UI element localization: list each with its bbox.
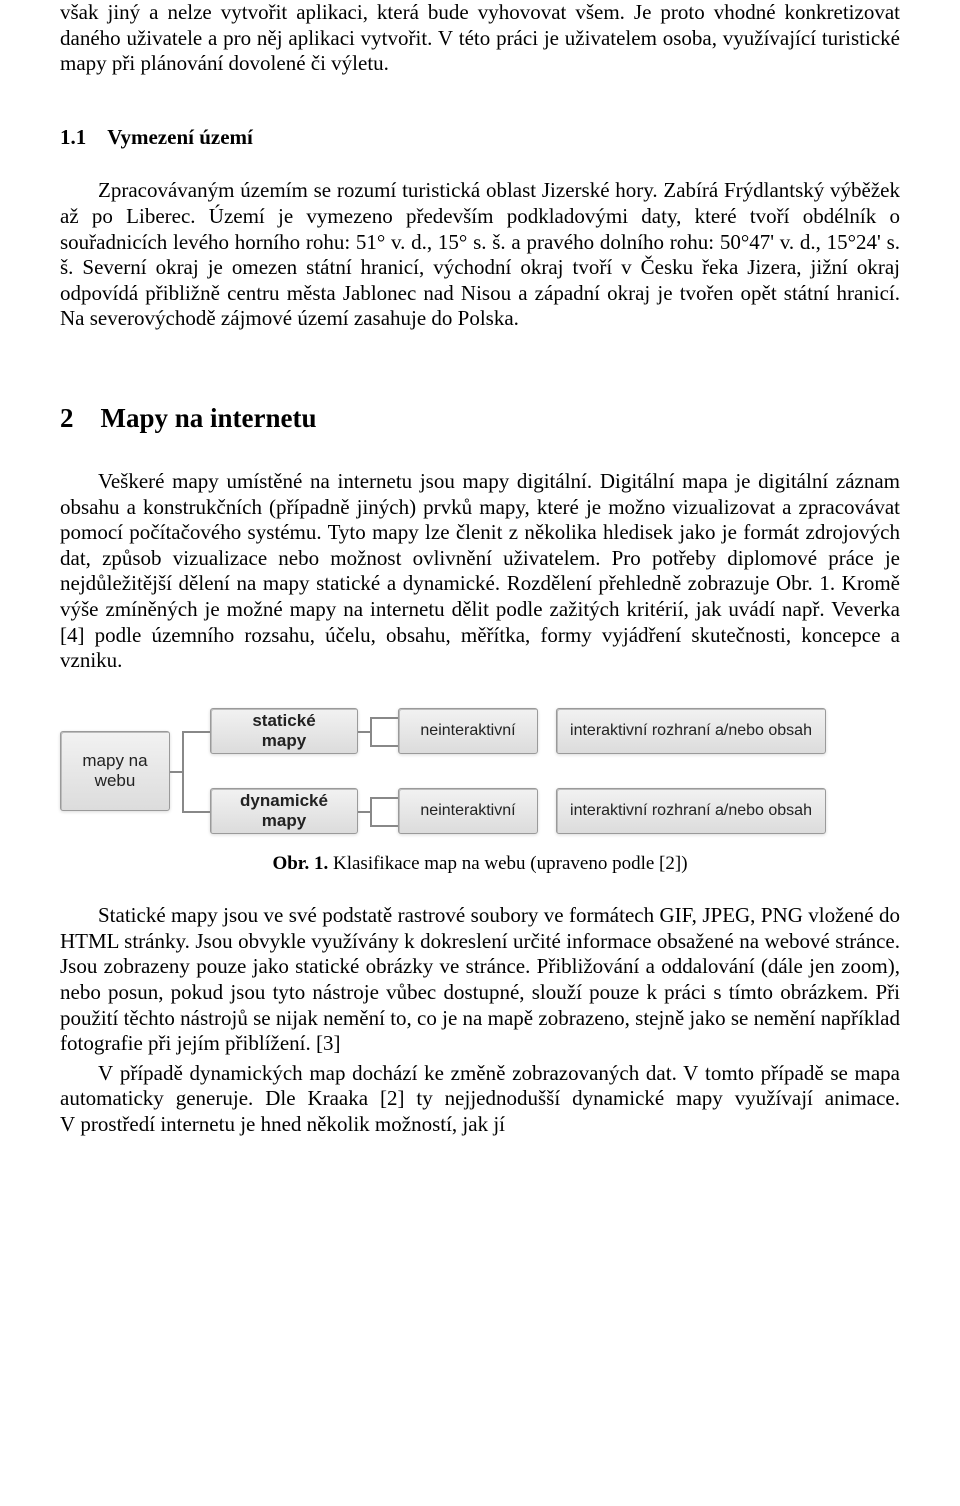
diagram-node-dynamic-interactive: interaktivní rozhraní a/nebo obsah <box>556 788 826 834</box>
diagram-node-static-interactive: interaktivní rozhraní a/nebo obsah <box>556 708 826 754</box>
figure-1-caption: Obr. 1. Klasifikace map na webu (upraven… <box>60 852 900 875</box>
diagram-node-dynamic-noninteractive: neinteraktivní <box>398 788 538 834</box>
heading-1-1: 1.1 Vymezení území <box>60 125 900 151</box>
diagram-node-static: statické mapy <box>210 708 358 754</box>
diagram-node-static-noninteractive: neinteraktivní <box>398 708 538 754</box>
figure-1-diagram: mapy na webu statické mapy <box>60 708 900 834</box>
diagram-connector-static <box>358 708 398 754</box>
diagram-node-root: mapy na webu <box>60 731 170 811</box>
figure-1-caption-label: Obr. 1. <box>272 853 328 874</box>
paragraph-1-1: Zpracovávaným územím se rozumí turistick… <box>60 178 900 332</box>
paragraph-static-maps: Statické mapy jsou ve své podstatě rastr… <box>60 903 900 1057</box>
paragraph-intro: však jiný a nelze vytvořit aplikaci, kte… <box>60 0 900 77</box>
heading-chapter-2: 2 Mapy na internetu <box>60 402 900 435</box>
diagram-connector-root <box>170 708 210 834</box>
paragraph-dynamic-maps: V případě dynamických map dochází ke změ… <box>60 1061 900 1138</box>
diagram-node-dynamic: dynamické mapy <box>210 788 358 834</box>
figure-1-caption-text: Klasifikace map na webu (upraveno podle … <box>328 853 687 874</box>
diagram-connector-dynamic <box>358 788 398 834</box>
paragraph-2-intro: Veškeré mapy umístěné na internetu jsou … <box>60 469 900 674</box>
